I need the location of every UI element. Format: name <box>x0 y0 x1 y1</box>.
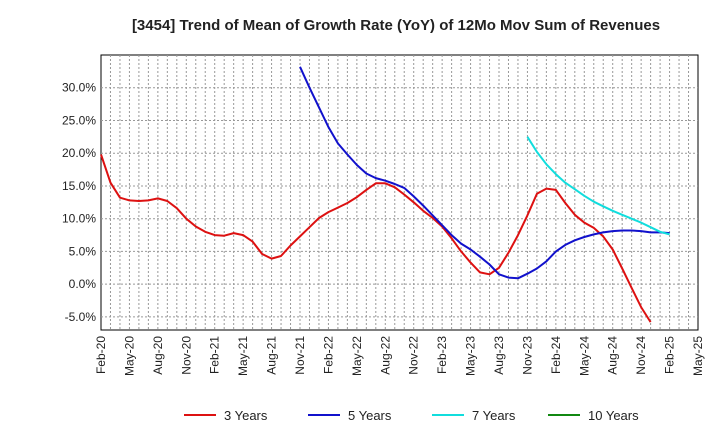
x-tick-label: Nov-22 <box>407 336 421 375</box>
x-tick-label: Nov-21 <box>293 336 307 375</box>
x-tick-label: Nov-23 <box>520 336 534 375</box>
x-tick-label: May-24 <box>577 336 591 376</box>
x-tick-label: Aug-24 <box>606 336 620 375</box>
x-tick-label: Nov-20 <box>179 336 193 375</box>
y-tick-label: 0.0% <box>69 277 97 291</box>
y-tick-label: 20.0% <box>62 146 96 160</box>
plot-area-frame <box>100 54 699 331</box>
series-lines <box>100 66 670 323</box>
y-axis-tick-labels: -5.0% 0.0% 5.0% 10.0% 15.0% 20.0% 25.0% 30.0% <box>62 81 96 324</box>
legend: 3 Years 5 Years 7 Years 10 Years <box>184 408 639 423</box>
x-tick-label: Feb-21 <box>208 336 222 374</box>
x-tick-label: Aug-21 <box>265 336 279 375</box>
legend-label: 10 Years <box>588 408 639 423</box>
series-line-3-years <box>100 154 652 323</box>
legend-label: 3 Years <box>224 408 268 423</box>
x-tick-label: May-23 <box>464 336 478 376</box>
series-line-5-years <box>299 66 670 280</box>
y-tick-label: 30.0% <box>62 81 96 95</box>
y-tick-label: 10.0% <box>62 212 96 226</box>
y-tick-label: 15.0% <box>62 179 96 193</box>
y-tick-label: 5.0% <box>69 244 97 258</box>
x-tick-label: May-20 <box>122 336 136 376</box>
x-tick-label: Aug-20 <box>151 336 165 375</box>
chart-title: [3454] Trend of Mean of Growth Rate (YoY… <box>132 17 660 34</box>
grid-lines <box>101 55 698 330</box>
x-tick-label: Feb-25 <box>663 336 677 374</box>
x-tick-label: Nov-24 <box>634 336 648 375</box>
x-tick-label: Aug-23 <box>492 336 506 375</box>
x-tick-label: Feb-20 <box>94 336 108 374</box>
y-tick-label: -5.0% <box>65 310 97 324</box>
x-tick-label: May-25 <box>691 336 705 376</box>
legend-label: 7 Years <box>472 408 516 423</box>
x-tick-label: Feb-23 <box>435 336 449 374</box>
x-tick-label: May-21 <box>236 336 250 376</box>
x-axis-tick-labels: Feb-20 May-20 Aug-20 Nov-20 Feb-21 May-21 Aug-… <box>94 336 705 376</box>
x-tick-label: May-22 <box>350 336 364 376</box>
y-tick-label: 25.0% <box>62 113 96 127</box>
legend-label: 5 Years <box>348 408 392 423</box>
series-line-7-years <box>526 136 670 236</box>
x-tick-label: Feb-22 <box>321 336 335 374</box>
x-tick-label: Aug-22 <box>378 336 392 375</box>
x-tick-label: Feb-24 <box>549 336 563 374</box>
